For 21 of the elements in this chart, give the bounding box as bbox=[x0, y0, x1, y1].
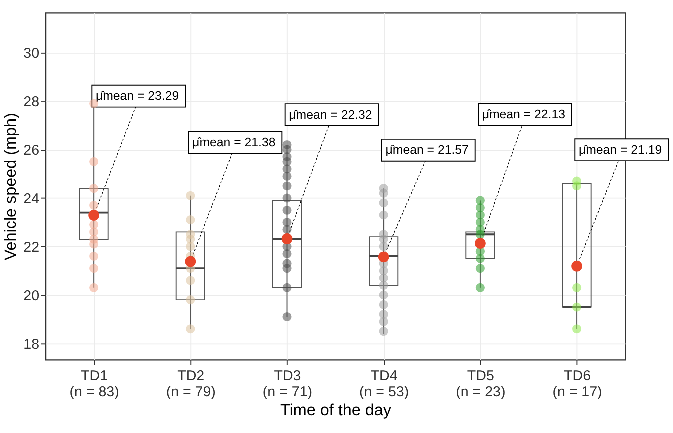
y-tick-label: 26 bbox=[24, 143, 40, 160]
annotation: μ̂mean = 23.29 bbox=[96, 89, 180, 104]
annotation: μ̂mean = 22.13 bbox=[482, 108, 566, 122]
y-tick-label: 22 bbox=[24, 240, 40, 256]
y-tick-label: 18 bbox=[24, 336, 40, 353]
y-tick-label: 30 bbox=[24, 46, 40, 62]
y-axis-title: Vehicle speed (mph) bbox=[2, 113, 20, 261]
x-tick-label: TD1 (n = 83) bbox=[70, 368, 120, 401]
annotation: μ̂mean = 22.32 bbox=[289, 108, 372, 122]
x-axis-title: Time of the day bbox=[280, 402, 392, 420]
annotation: μ̂mean = 21.57 bbox=[386, 143, 470, 158]
annotation: μ̂mean = 21.19 bbox=[578, 142, 662, 157]
x-tick-label: TD3 (n = 71) bbox=[262, 368, 313, 401]
x-tick-label: TD4 (n = 53) bbox=[360, 368, 410, 401]
y-tick-label: 20 bbox=[24, 288, 40, 304]
x-tick-label: TD2 (n = 79) bbox=[166, 368, 216, 401]
y-tick-label: 24 bbox=[24, 192, 40, 208]
y-tick-label: 28 bbox=[24, 94, 40, 111]
x-tick-label: TD5 (n = 23) bbox=[456, 368, 506, 401]
x-tick-label: TD6 (n = 17) bbox=[552, 368, 602, 401]
annotation: μ̂mean = 21.38 bbox=[192, 135, 276, 150]
